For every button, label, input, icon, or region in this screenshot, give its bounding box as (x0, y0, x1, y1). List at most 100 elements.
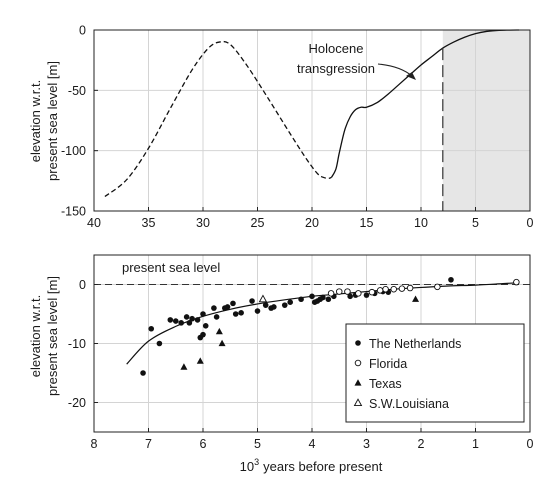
bottom-chart-panel: present sea level The Netherlands Florida… (28, 254, 534, 474)
legend-marker-texas (354, 379, 362, 386)
data-point-florida (382, 285, 389, 293)
top-x-tick-label: 40 (87, 216, 101, 230)
x-axis-label-text: years before present (263, 459, 383, 474)
data-point-the-netherlands (172, 318, 179, 324)
x-axis-label-exponent: 3 (254, 457, 259, 467)
data-point-the-netherlands (189, 315, 195, 322)
x-axis-label-base: 10 (240, 459, 254, 474)
data-point-the-netherlands (254, 308, 261, 314)
data-point-the-netherlands (202, 323, 209, 329)
bottom-y-tick-label: 0 (79, 278, 86, 292)
top-chart-panel: Holocene transgression 40 35 30 25 20 15 10 5 0 0… (28, 24, 534, 231)
data-point-florida (344, 288, 351, 295)
data-point-the-netherlands (186, 320, 193, 326)
data-point-texas (218, 339, 226, 347)
top-y-axis-label-line-1: elevation w.r.t. (28, 80, 43, 162)
data-point-florida (336, 288, 343, 295)
legend: The Netherlands Florida Texas S.W.Louisiana (345, 323, 525, 423)
legend-marker-the-netherlands (355, 340, 361, 346)
data-point-the-netherlands (249, 298, 255, 304)
data-point-florida (398, 285, 406, 292)
data-point-the-netherlands (325, 296, 332, 303)
data-point-texas (412, 295, 420, 302)
data-point-florida (368, 288, 376, 296)
top-y-tick-label: -50 (68, 84, 86, 98)
data-point-florida (434, 283, 441, 291)
bottom-x-tick-label: 5 (254, 437, 261, 451)
legend-label-s-w-louisiana: S.W.Louisiana (369, 397, 449, 411)
legend-box (345, 323, 525, 423)
bottom-y-tick-label: -20 (68, 396, 86, 410)
data-point-the-netherlands (167, 317, 174, 323)
data-point-the-netherlands (178, 320, 184, 326)
data-point-the-netherlands (211, 305, 217, 311)
bottom-x-tick-label: 0 (527, 437, 534, 451)
annotation-arrow-head (406, 72, 416, 80)
annotation-line-2: transgression (297, 61, 375, 76)
legend-label-texas: Texas (369, 377, 402, 391)
sea-level-curve-solid (331, 29, 520, 178)
top-y-tick-label: -150 (61, 205, 86, 219)
data-point-florida (390, 285, 398, 293)
data-point-the-netherlands (232, 311, 239, 317)
top-x-tick-label: 0 (527, 216, 534, 230)
data-point-s-w-louisiana (258, 294, 268, 303)
legend-label-the-netherlands: The Netherlands (369, 337, 461, 351)
data-point-the-netherlands (140, 370, 146, 376)
data-point-texas (215, 327, 223, 335)
data-point-the-netherlands (213, 314, 220, 320)
data-point-florida (406, 284, 414, 292)
data-point-the-netherlands (448, 276, 454, 283)
data-point-the-netherlands (156, 340, 163, 347)
legend-marker-florida (354, 359, 362, 367)
bottom-x-tick-label: 7 (145, 437, 152, 451)
top-x-tick-label: 10 (414, 216, 428, 230)
data-point-the-netherlands (298, 296, 304, 303)
top-x-tick-label: 30 (196, 216, 210, 230)
data-point-the-netherlands (200, 331, 206, 338)
data-point-florida (513, 278, 520, 286)
data-point-the-netherlands (347, 293, 353, 300)
data-point-the-netherlands (183, 314, 190, 320)
top-x-tick-label: 5 (472, 216, 479, 230)
sea-level-curve-dashed (104, 40, 332, 198)
data-point-the-netherlands (363, 292, 370, 298)
data-point-the-netherlands (262, 302, 269, 308)
data-point-the-netherlands (271, 304, 277, 310)
holocene-shaded-region (442, 30, 530, 211)
top-y-axis-label-line-2: present sea level [m] (45, 61, 60, 181)
data-point-the-netherlands (287, 299, 294, 306)
bottom-x-tick-label: 8 (91, 437, 98, 451)
data-point-the-netherlands (309, 293, 315, 300)
bottom-x-tick-label: 3 (363, 437, 370, 451)
top-x-tick-label: 20 (305, 216, 319, 230)
legend-marker-s-w-louisiana (353, 398, 363, 407)
top-x-tick-label: 25 (251, 216, 265, 230)
data-point-the-netherlands (200, 311, 206, 317)
bottom-y-axis-label-line-1: elevation w.r.t. (28, 295, 43, 377)
bottom-y-axis-label-line-2: present sea level [m] (45, 276, 60, 396)
data-point-the-netherlands (148, 325, 155, 332)
bottom-x-tick-label: 4 (309, 437, 316, 451)
present-sea-level-label: present sea level (122, 260, 220, 275)
data-point-the-netherlands (194, 317, 201, 323)
data-point-florida (376, 287, 384, 294)
data-point-texas (196, 357, 204, 364)
legend-label-florida: Florida (369, 357, 407, 371)
data-point-florida (355, 290, 362, 297)
data-point-the-netherlands (238, 310, 244, 316)
top-x-tick-label: 15 (360, 216, 374, 230)
data-point-florida (327, 290, 335, 297)
annotation-line-1: Holocene (309, 41, 364, 56)
bottom-x-tick-label: 1 (472, 437, 479, 451)
data-point-texas (180, 363, 188, 370)
data-point-the-netherlands (224, 304, 231, 310)
top-y-tick-label: 0 (79, 24, 86, 38)
data-point-the-netherlands (281, 302, 288, 308)
top-x-tick-label: 35 (142, 216, 156, 230)
top-y-tick-label: -100 (61, 144, 86, 158)
data-point-the-netherlands (320, 294, 326, 301)
data-point-the-netherlands (230, 300, 236, 307)
bottom-x-tick-label: 6 (200, 437, 207, 451)
